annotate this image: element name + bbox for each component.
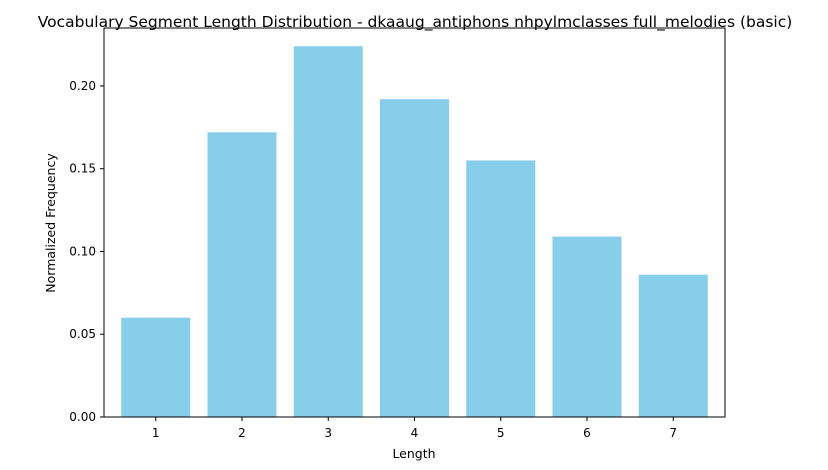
x-tick-label: 6 xyxy=(583,426,591,440)
bar-1 xyxy=(121,317,191,417)
bars-group xyxy=(121,46,708,418)
plot-frame xyxy=(103,27,726,418)
x-axis-label: Length xyxy=(392,446,435,461)
y-tick-label: 0.10 xyxy=(69,244,96,258)
bar-7 xyxy=(638,274,708,417)
bar-6 xyxy=(552,236,622,417)
x-tick-label: 7 xyxy=(669,426,677,440)
y-tick-label: 0.05 xyxy=(69,327,96,341)
y-axis-ticks: 0.00 0.05 0.10 0.15 0.20 xyxy=(69,79,104,424)
y-tick-label: 0.20 xyxy=(69,79,96,93)
y-axis-label: Normalized Frequency xyxy=(43,153,58,293)
bar-3 xyxy=(293,46,363,418)
x-tick-label: 3 xyxy=(324,426,332,440)
y-tick-label: 0.15 xyxy=(69,162,96,176)
x-tick-label: 4 xyxy=(411,426,419,440)
x-axis-ticks: 1 2 3 4 5 6 7 xyxy=(152,417,677,440)
bar-4 xyxy=(380,99,449,418)
bar-2 xyxy=(207,132,277,418)
chart-title: Vocabulary Segment Length Distribution -… xyxy=(38,13,793,32)
x-tick-label: 2 xyxy=(238,426,246,440)
x-tick-label: 5 xyxy=(497,426,505,440)
y-tick-label: 0.00 xyxy=(69,410,96,424)
bar-5 xyxy=(466,160,536,417)
x-tick-label: 1 xyxy=(152,426,160,440)
